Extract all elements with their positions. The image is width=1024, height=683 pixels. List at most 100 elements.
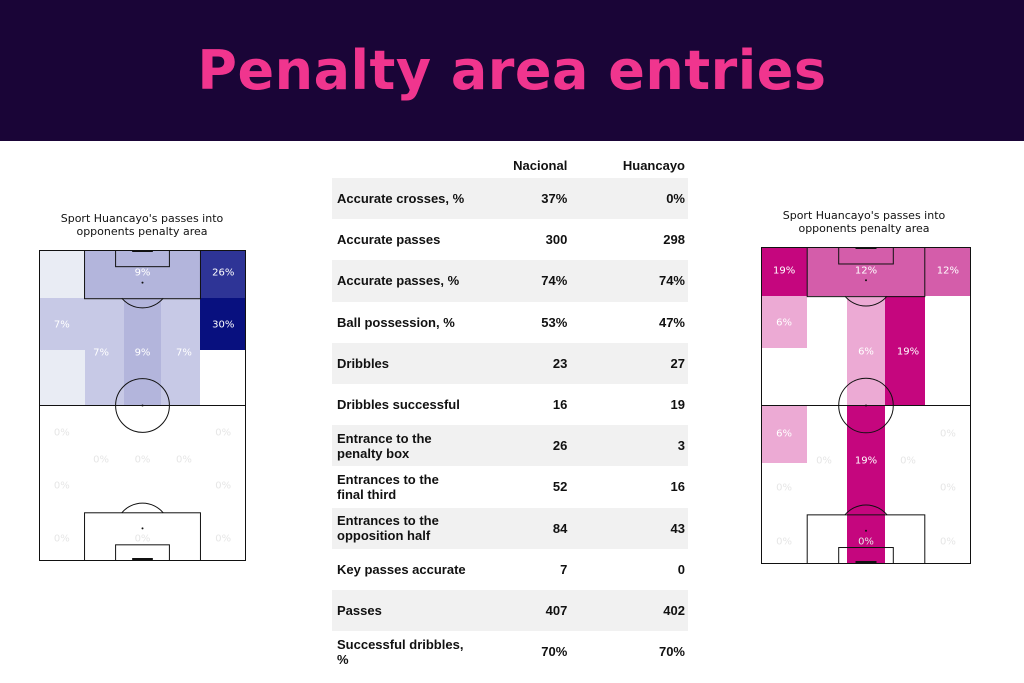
metric-cell: Dribbles: [332, 342, 467, 384]
metric-cell: Accurate passes, %: [332, 260, 467, 302]
zone-value-label: 0%: [939, 317, 956, 329]
metric-cell: Accurate passes: [337, 232, 441, 248]
metric-cell: Entrances to the opposition half: [332, 507, 467, 549]
heatmap-zone: [39, 250, 85, 299]
huancayo-cell: 0: [677, 561, 685, 577]
zone-value-label: 7%: [93, 347, 110, 359]
right-pitch-heatmap: 19% 12% 12% 6% 0% 0% 6% 19% 0% 0% 6% 0% 0% 19% 0% 0% 0% 0…: [761, 247, 971, 564]
zone-value-label: 6%: [776, 428, 793, 440]
heatmap-zone: [761, 247, 808, 297]
nacional-cell: 37%: [467, 178, 571, 220]
table-row: Entrance to the penalty box 26 3: [332, 425, 688, 467]
huancayo-cell: 27: [570, 342, 688, 384]
zone-value-label: 9%: [134, 267, 151, 279]
nacional-cell: 70%: [541, 644, 568, 660]
zone-value-label: 9%: [134, 347, 151, 359]
table-row: Dribbles 23 27: [332, 342, 688, 384]
table-row: Successful dribbles, % 70% 70%: [332, 631, 688, 672]
zone-value-label: 0%: [776, 536, 793, 548]
zone-value-label: 19%: [896, 346, 920, 358]
header-metric: [332, 152, 467, 178]
zone-value-label: 0%: [776, 482, 793, 494]
nacional-cell: 74%: [467, 260, 571, 302]
heatmap-zone: [39, 298, 85, 350]
heatmap-zone: [761, 405, 808, 463]
zone-value-label: 19%: [854, 455, 878, 467]
zone-value-label: 0%: [858, 536, 874, 548]
heatmap-zone: [884, 296, 925, 406]
left-pitch-title: Sport Huancayo's passes into opponents p…: [32, 212, 252, 238]
stats-table: Nacional Huancayo Accurate crosses, % 37%…: [332, 152, 688, 672]
huancayo-cell: 16: [670, 479, 685, 495]
table-row: Dribbles successful 16 19: [332, 384, 688, 425]
nacional-cell: 53%: [541, 314, 568, 330]
huancayo-cell: 47%: [658, 314, 685, 330]
zone-value-label: 0%: [900, 455, 916, 467]
heatmap-zone: [924, 247, 971, 297]
huancayo-cell: 19: [670, 397, 685, 413]
left-pitch-title-line2: opponents penalty area: [76, 225, 208, 238]
zone-value-label: 19%: [772, 265, 796, 277]
nacional-cell: 26: [467, 425, 571, 467]
title-banner: Penalty area entries: [0, 0, 1024, 141]
huancayo-cell: 3: [570, 425, 688, 467]
table-row: Accurate passes, % 74% 74%: [332, 260, 688, 302]
metric-cell: Entrance to the penalty box: [332, 425, 467, 467]
heatmap-zone: [807, 247, 925, 297]
zone-value-label: 0%: [939, 371, 956, 383]
header-huancayo: Huancayo: [622, 157, 685, 173]
nacional-cell: 16: [552, 397, 568, 413]
pitch-lines: [761, 247, 971, 564]
heatmap-zone: [847, 296, 885, 406]
table-row: Entrances to the opposition half 84 43: [332, 507, 688, 549]
zone-value-label: 0%: [215, 480, 232, 492]
huancayo-cell: 70%: [658, 644, 685, 660]
nacional-cell: 84: [467, 507, 571, 549]
heatmap-zone: [807, 296, 848, 406]
page-title: Penalty area entries: [197, 39, 827, 102]
heatmap-zone: [161, 298, 201, 406]
metric-cell: Dribbles successful: [337, 397, 460, 413]
zone-value-label: 6%: [858, 346, 874, 358]
metric-cell: Successful dribbles, %: [337, 636, 464, 667]
zone-value-label: 0%: [215, 533, 232, 545]
zone-value-label: 26%: [212, 267, 235, 279]
heatmap-zone: [924, 296, 971, 349]
heatmap-zone: [200, 298, 246, 350]
metric-cell: Ball possession, %: [337, 314, 455, 330]
zone-value-label: 0%: [53, 533, 70, 545]
table-row: Entrances to the final third 52 16: [332, 466, 688, 507]
table-row: Ball possession, % 53% 47%: [332, 302, 688, 343]
heatmap-zone: [200, 349, 246, 406]
heatmap-zone: [84, 250, 201, 299]
zone-value-label: 0%: [215, 372, 232, 383]
huancayo-cell: 402: [570, 589, 688, 632]
header-nacional: Nacional: [513, 157, 568, 173]
huancayo-cell: 298: [663, 232, 685, 248]
zone-value-label: 0%: [134, 533, 151, 545]
heatmap-zone: [847, 405, 885, 564]
heatmap-zone: [84, 298, 124, 406]
table-row: Accurate passes 300 298: [332, 219, 688, 260]
zone-value-label: 0%: [776, 371, 793, 383]
right-pitch-title-line2: opponents penalty area: [798, 222, 930, 235]
table-row: Accurate crosses, % 37% 0%: [332, 178, 688, 220]
left-pitch-heatmap: 9% 26% 7% 30% 7% 9% 7% 0% 0% 0% 0% 0% 0% 0% 0% 0% 0% 0%: [39, 250, 246, 561]
zone-value-label: 6%: [776, 317, 793, 329]
zone-value-label: 7%: [175, 347, 192, 359]
huancayo-cell: 43: [570, 507, 688, 549]
heatmap-zone: [761, 296, 808, 349]
zone-value-label: 0%: [175, 454, 192, 466]
zone-value-label: 0%: [939, 536, 956, 548]
left-pitch-title-line1: Sport Huancayo's passes into: [60, 212, 224, 225]
metric-cell: Entrances to the final third: [337, 471, 439, 502]
table-row: Key passes accurate 7 0: [332, 549, 688, 590]
zone-value-label: 0%: [215, 427, 232, 439]
huancayo-cell: 0%: [570, 178, 688, 220]
metric-cell: Passes: [332, 589, 467, 632]
heatmap-zone: [200, 250, 246, 299]
heatmap-zone: [123, 298, 162, 406]
huancayo-cell: 74%: [570, 260, 688, 302]
nacional-cell: 52: [552, 479, 568, 495]
right-pitch-title-line1: Sport Huancayo's passes into: [782, 209, 946, 222]
